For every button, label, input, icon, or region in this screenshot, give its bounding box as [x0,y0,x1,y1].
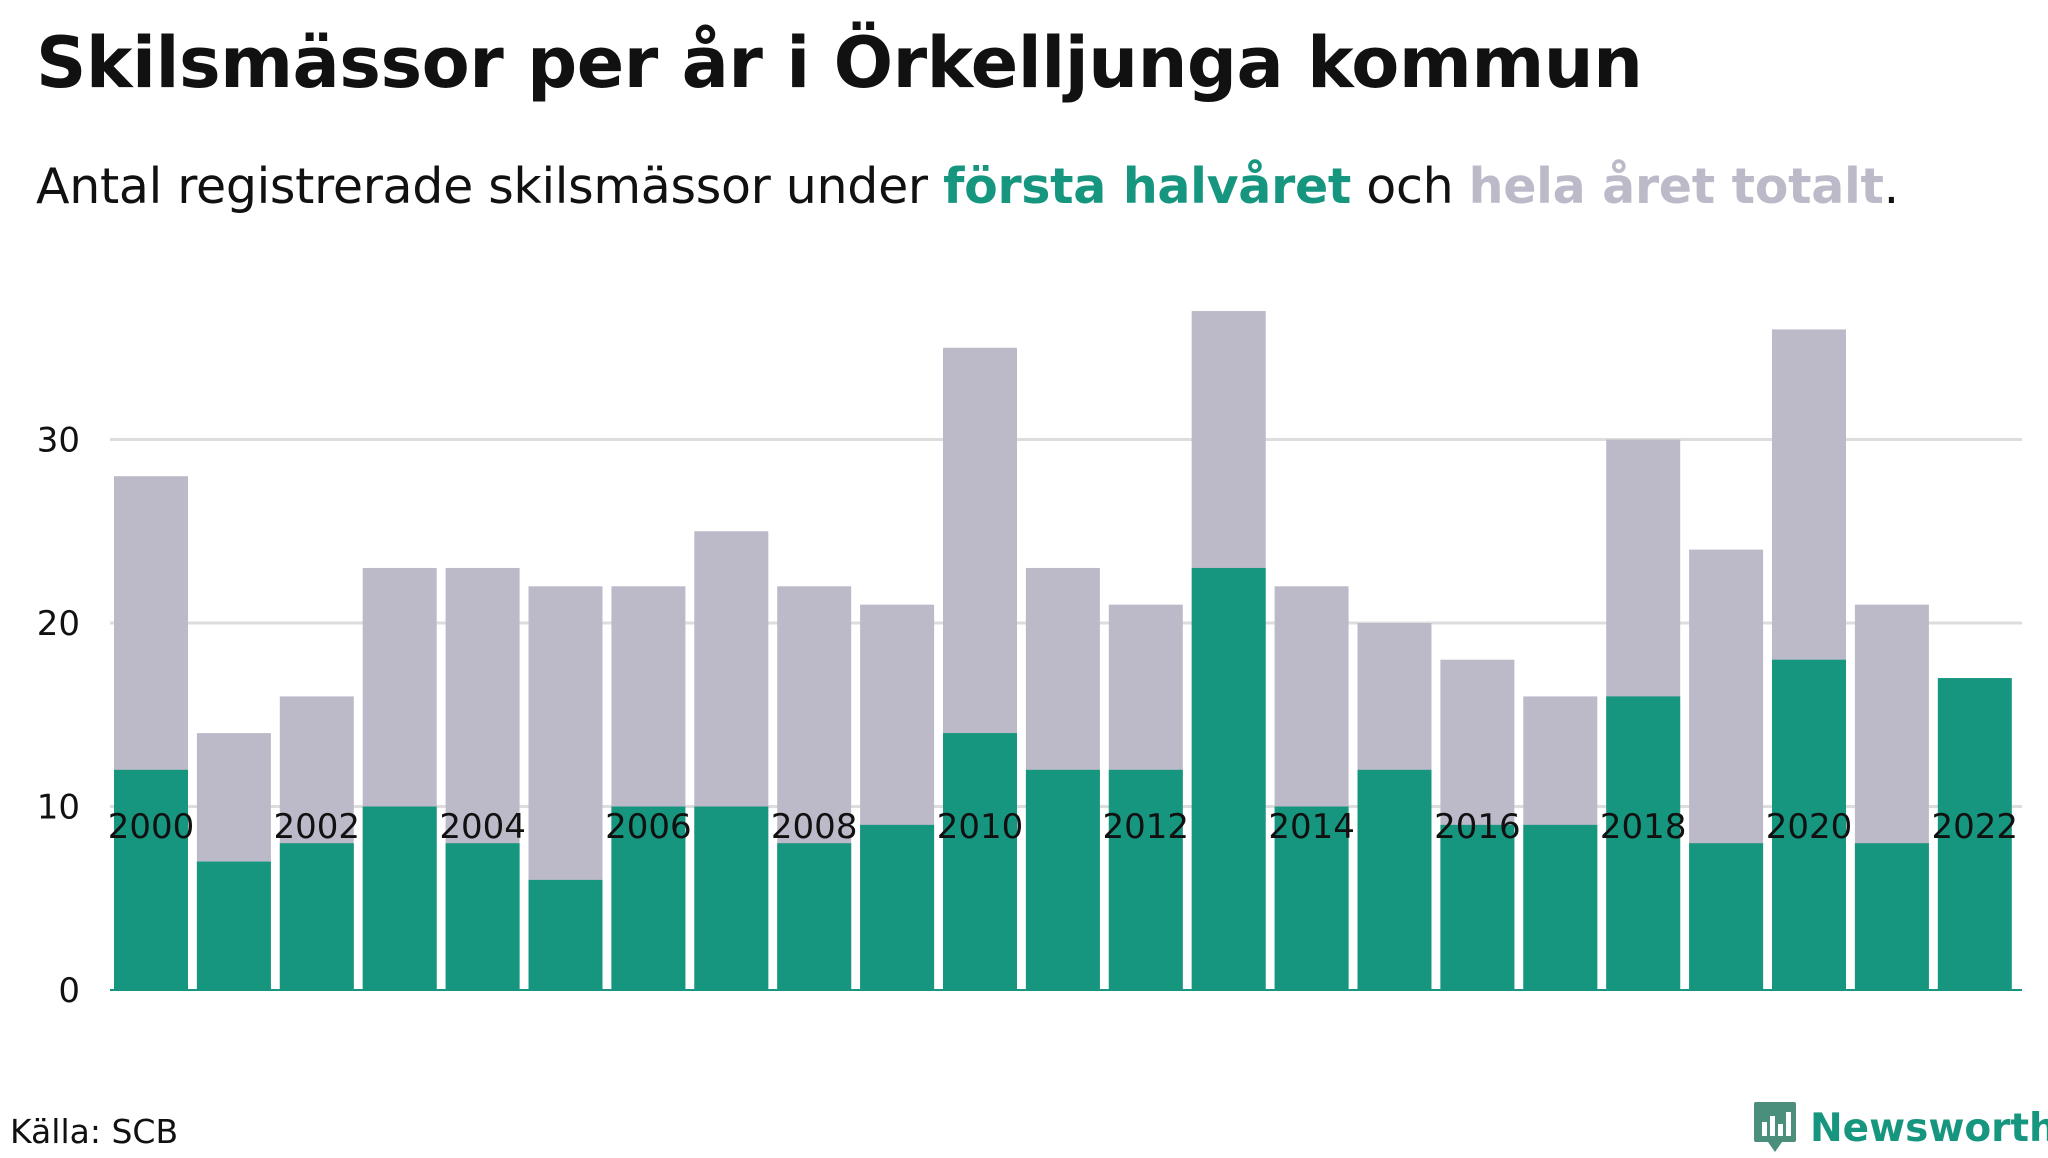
x-tick-label: 2016 [1434,807,1521,847]
x-tick-label: 2008 [771,807,858,847]
y-tick-label: 20 [37,604,80,644]
bar-first-half [1274,806,1349,990]
bar-first-half [528,879,603,990]
bar-first-half [1523,824,1598,990]
bar-first-half [1191,567,1266,990]
bar-first-half [860,824,935,990]
bar-first-half [1440,824,1515,990]
x-tick-label: 2018 [1600,807,1687,847]
subtitle-middle: och [1351,158,1469,215]
bar-first-half [694,806,769,990]
bar-first-half [279,843,354,990]
chart-title: Skilsmässor per år i Örkelljunga kommun [36,22,1643,104]
x-tick-label: 2004 [439,807,526,847]
bar-first-half [777,843,852,990]
brand: Newsworthy [1752,1098,2048,1158]
chart-subtitle: Antal registrerade skilsmässor under för… [36,158,1899,215]
bar-first-half [1772,659,1846,990]
x-tick-label: 2014 [1268,807,1355,847]
bar-first-half [1108,769,1183,990]
y-tick-label: 0 [58,971,80,1011]
bar-first-half [1025,769,1100,990]
x-tick-label: 2006 [605,807,692,847]
bar-first-half [1357,769,1432,990]
y-axis-ticks: 0 10 20 30 [37,421,80,1012]
y-tick-label: 10 [37,788,80,828]
bar-chart: 0 10 20 30 2000 2002 2004 2006 2008 2010 2012 2014… [37,311,2022,1012]
legend-full-year: hela året totalt [1468,158,1884,215]
x-tick-label: 2010 [937,807,1024,847]
legend-first-half: första halvåret [943,158,1351,215]
subtitle-suffix: . [1883,158,1900,215]
x-tick-label: 2012 [1103,807,1190,847]
brand-name: Newsworthy [1810,1105,2048,1151]
x-axis-ticks: 2000 2002 2004 2006 2008 2010 2012 2014 2016 2018… [108,807,2018,847]
x-tick-label: 2020 [1766,807,1853,847]
x-tick-label: 2002 [274,807,361,847]
source-note: Källa: SCB [10,1112,179,1151]
bar-first-half [362,806,437,990]
bar-first-half [1937,678,2012,990]
bar-first-half [611,806,686,990]
bar-first-half [1606,696,1681,990]
bar-first-half [445,843,520,990]
x-tick-label: 2000 [108,807,195,847]
x-tick-label: 2022 [1932,807,2019,847]
bar-first-half [114,769,188,990]
bar-first-half [1689,843,1764,990]
bar-first-half [196,861,271,990]
newsworthy-logo-icon [1754,1102,1796,1152]
y-tick-label: 30 [37,421,80,461]
bar-first-half [1854,843,1929,990]
bar-first-half [943,733,1017,990]
bars [114,311,2012,990]
subtitle-prefix: Antal registrerade skilsmässor under [36,158,944,215]
